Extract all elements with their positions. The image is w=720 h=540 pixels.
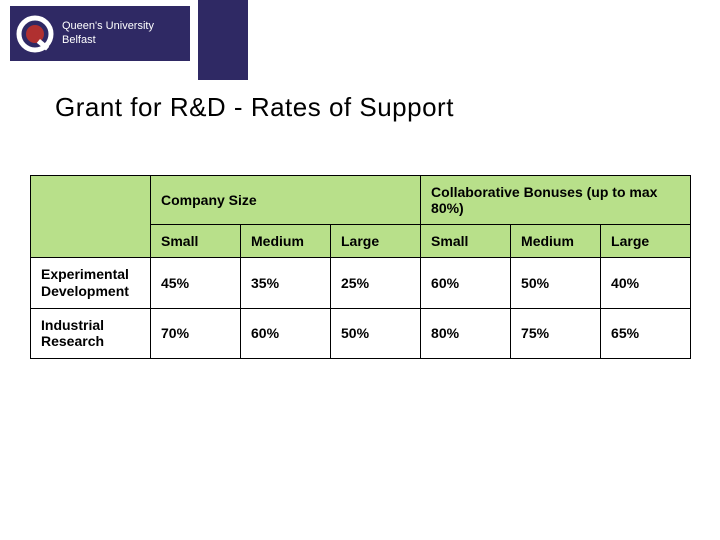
cell: 25% [331,258,421,309]
logo-q-icon [16,15,54,53]
cell: 50% [331,308,421,359]
size-small-1: Small [151,225,241,258]
cell: 75% [511,308,601,359]
rates-table: Company Size Collaborative Bonuses (up t… [30,175,690,359]
row-label-experimental: Experimental Development [31,258,151,309]
size-large-2: Large [601,225,691,258]
size-medium-1: Medium [241,225,331,258]
table-row: Industrial Research 70% 60% 50% 80% 75% … [31,308,691,359]
cell: 60% [421,258,511,309]
accent-block [198,0,248,80]
logo-line2: Belfast [62,34,154,47]
cell: 50% [511,258,601,309]
size-medium-2: Medium [511,225,601,258]
university-logo: Queen's University Belfast [10,6,190,61]
cell: 40% [601,258,691,309]
header-band: Queen's University Belfast [0,0,720,80]
logo-line1: Queen's University [62,20,154,33]
size-large-1: Large [331,225,421,258]
size-small-2: Small [421,225,511,258]
page-title: Grant for R&D - Rates of Support [55,92,454,123]
cell: 35% [241,258,331,309]
cell: 65% [601,308,691,359]
table-row: Experimental Development 45% 35% 25% 60%… [31,258,691,309]
row-label-industrial: Industrial Research [31,308,151,359]
cell: 45% [151,258,241,309]
cell: 70% [151,308,241,359]
logo-text: Queen's University Belfast [62,20,154,46]
group-header-collab-bonuses: Collaborative Bonuses (up to max 80%) [421,176,691,225]
group-header-company-size: Company Size [151,176,421,225]
header-blank [31,176,151,258]
cell: 60% [241,308,331,359]
cell: 80% [421,308,511,359]
